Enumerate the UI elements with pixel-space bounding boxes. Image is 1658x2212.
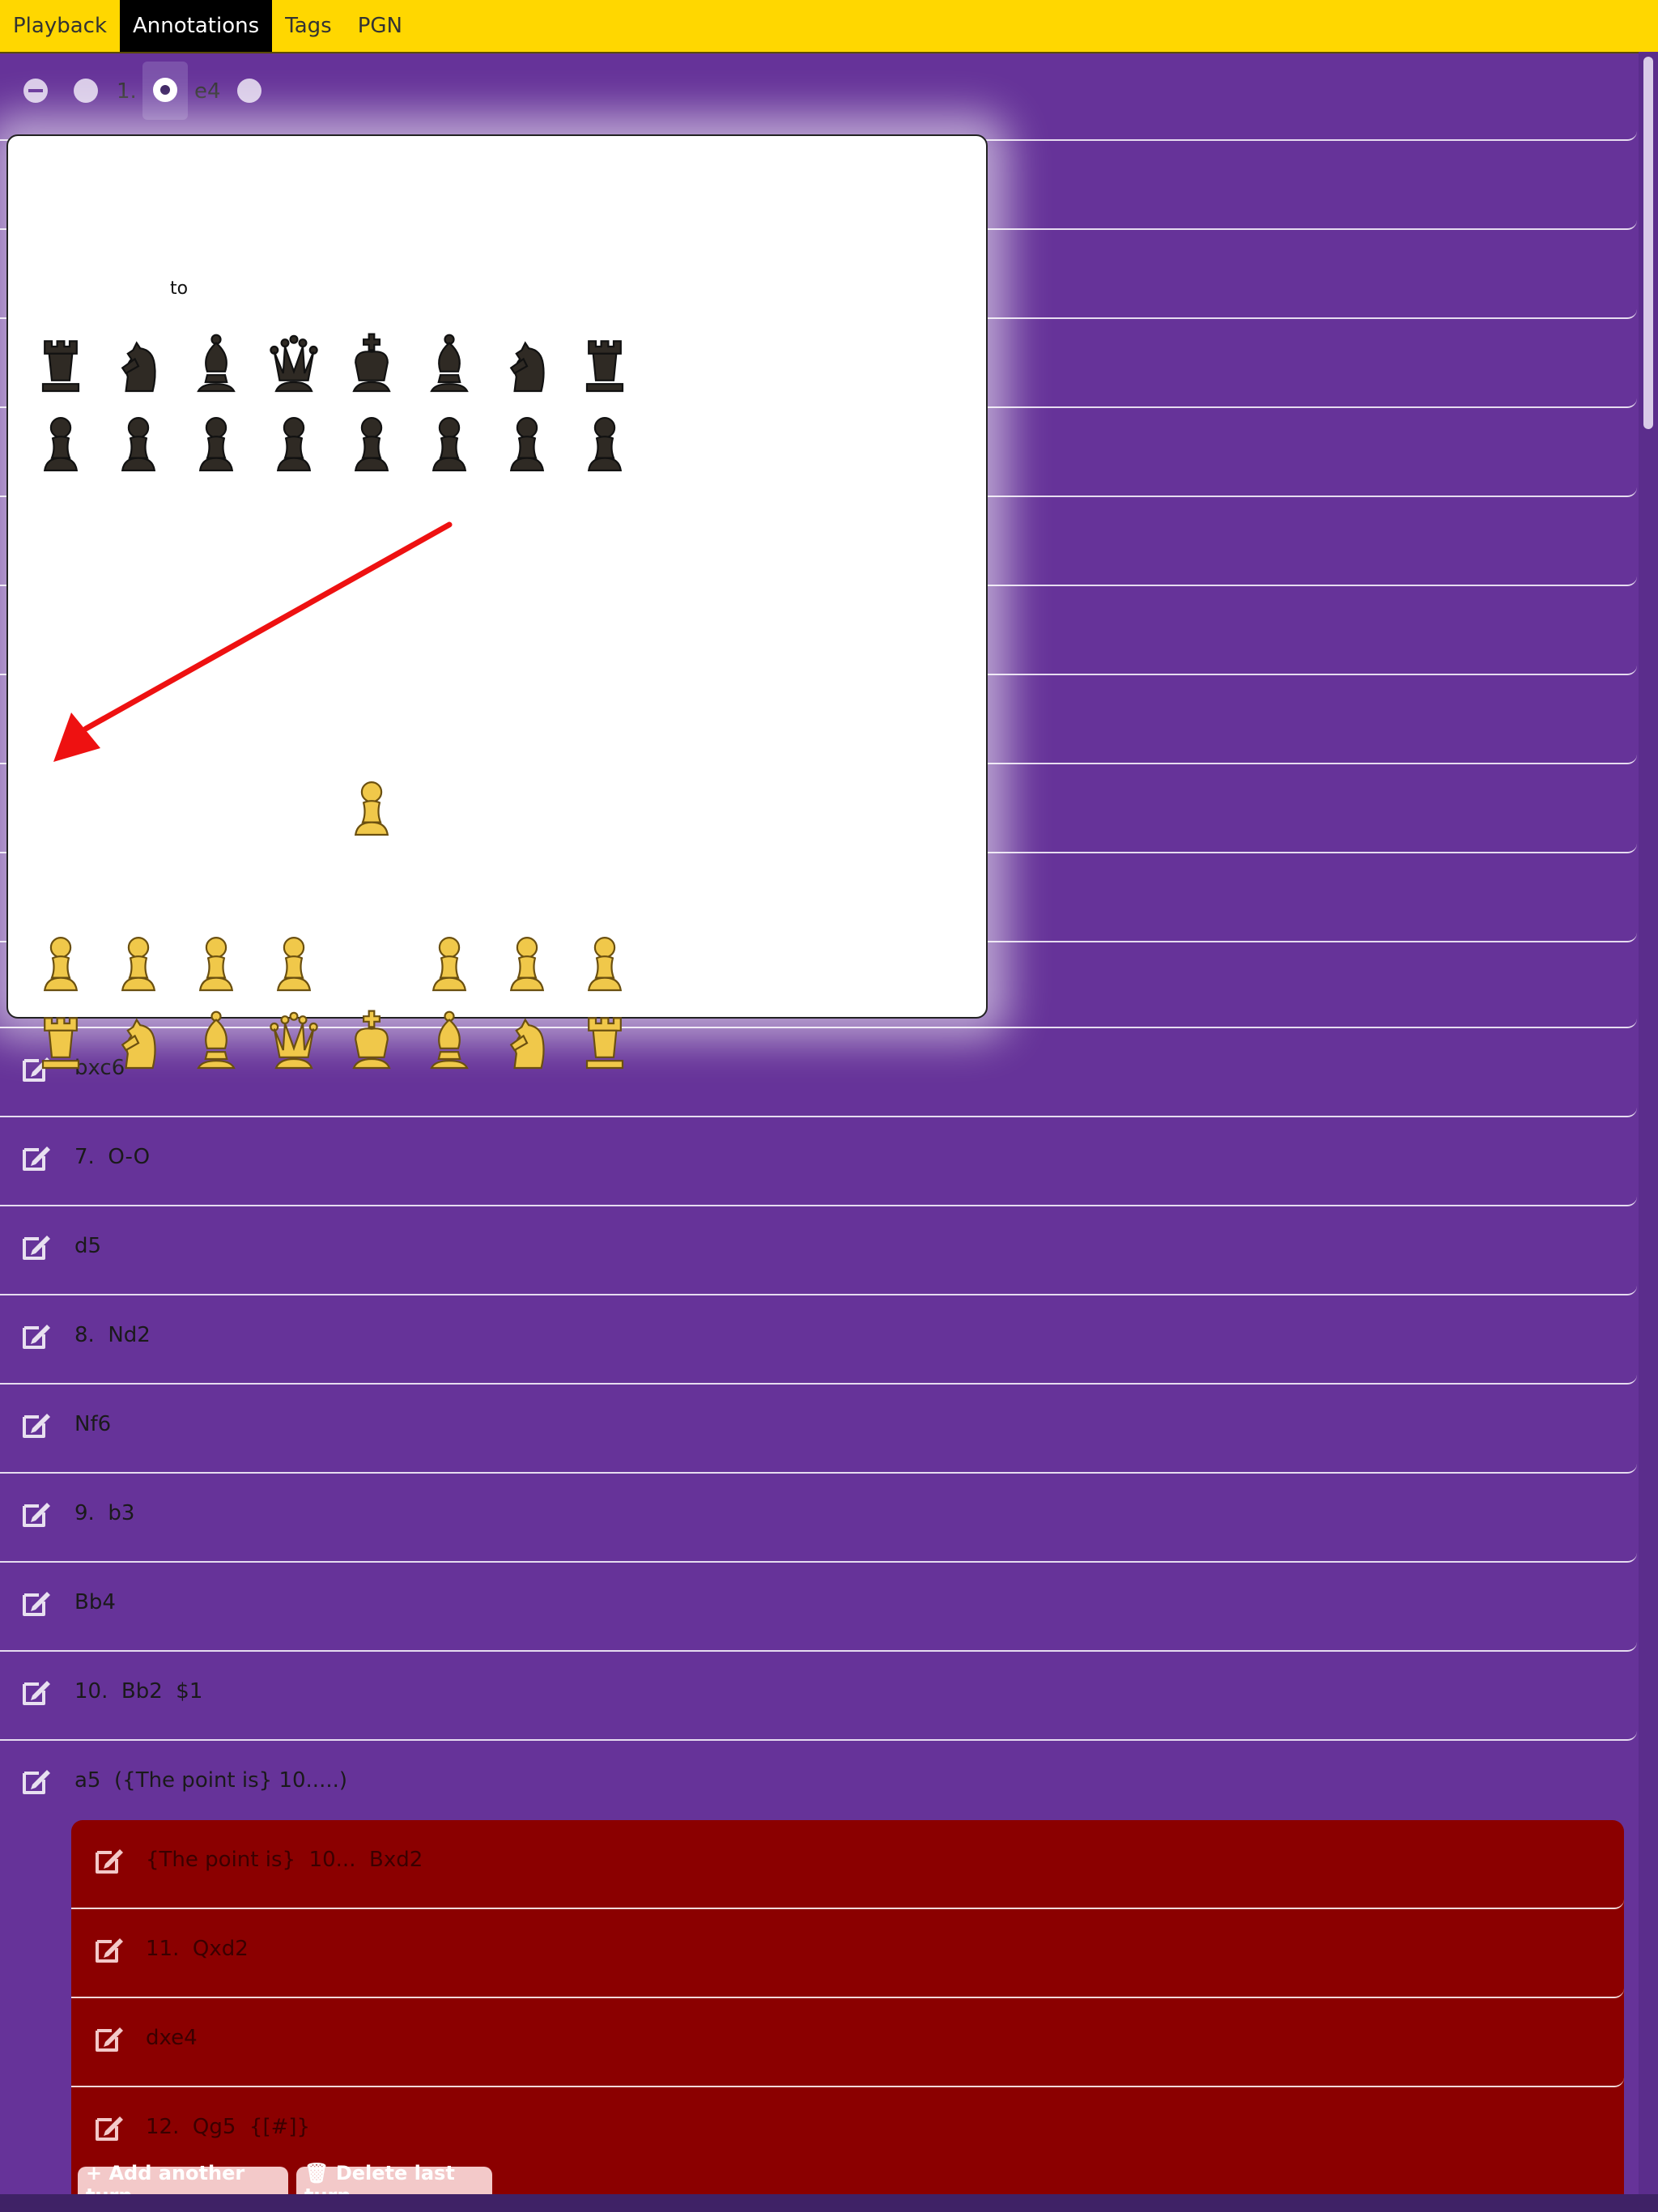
- move-text[interactable]: 10. Bb2 $1: [74, 1679, 203, 1704]
- white-bishop-icon: [189, 1009, 243, 1074]
- variation-row: 11. Qxd2: [71, 1909, 1624, 1998]
- move-row: Bb4: [0, 1563, 1637, 1652]
- scrollbar-thumb[interactable]: [1643, 57, 1653, 429]
- white-bishop-icon: [423, 1009, 476, 1074]
- move-row: 8. Nd2: [0, 1295, 1637, 1385]
- move-row: [0, 942, 1637, 1028]
- edit-icon[interactable]: [19, 1673, 55, 1708]
- board-preview-popup: to: [6, 134, 988, 1019]
- white-king-icon: [345, 1009, 398, 1074]
- white-pawn-icon: [578, 931, 631, 996]
- move-row: d5: [0, 1206, 1637, 1295]
- move-row: bxc6: [0, 1028, 1637, 1117]
- white-pawn-icon: [267, 931, 321, 996]
- edit-icon[interactable]: [19, 1227, 55, 1263]
- move-number: 1.: [117, 79, 137, 104]
- variation-move-text[interactable]: {The point is} 10... Bxd2: [146, 1848, 423, 1872]
- move-row: 7. O-O: [0, 1117, 1637, 1206]
- scrollbar[interactable]: [1639, 52, 1658, 2194]
- white-queen-icon: [267, 1009, 321, 1074]
- white-pawn-icon: [34, 931, 87, 996]
- move-row: 10. Bb2 $1: [0, 1652, 1637, 1741]
- radio-selected-icon[interactable]: [153, 78, 177, 102]
- tab-annotations[interactable]: Annotations: [120, 0, 273, 52]
- move-row: 9. b3: [0, 1474, 1637, 1563]
- variation-row: dxe4: [71, 1998, 1624, 2087]
- move-row-first: 1. e4: [0, 52, 1637, 141]
- edit-icon[interactable]: [92, 2108, 128, 2144]
- white-rook-icon: [578, 1009, 631, 1074]
- white-knight-icon: [500, 1009, 554, 1074]
- variation-row: {The point is} 10... Bxd2: [71, 1820, 1624, 1909]
- tab-pgn[interactable]: PGN: [357, 14, 402, 38]
- radio-before-icon[interactable]: [74, 79, 98, 103]
- move-text[interactable]: bxc6: [74, 1056, 125, 1080]
- remove-circle-icon[interactable]: [23, 79, 48, 103]
- white-knight-icon: [112, 1009, 165, 1074]
- edit-icon[interactable]: [19, 1317, 55, 1352]
- edit-icon[interactable]: [19, 1584, 55, 1619]
- bottom-bar: [0, 2194, 1658, 2212]
- move-row: a5 ({The point is} 10.....): [0, 1741, 1637, 2212]
- variation-move-text[interactable]: dxe4: [146, 2026, 198, 2050]
- move-text[interactable]: d5: [74, 1234, 102, 1258]
- edit-icon[interactable]: [92, 2019, 128, 2055]
- top-nav: Playback Annotations Tags PGN: [0, 0, 1658, 53]
- white-rook-icon: [34, 1009, 87, 1074]
- move-san[interactable]: e4: [194, 79, 221, 104]
- move-text[interactable]: a5 ({The point is} 10.....): [74, 1768, 348, 1793]
- white-pawn-icon: [423, 931, 476, 996]
- edit-icon[interactable]: [19, 1495, 55, 1530]
- tab-playback[interactable]: Playback: [13, 14, 108, 38]
- move-text[interactable]: 8. Nd2: [74, 1323, 151, 1347]
- white-pawn-icon: [500, 931, 554, 996]
- edit-icon[interactable]: [92, 1930, 128, 1966]
- variation-row: 12. Qg5 {[#]}: [71, 2087, 1624, 2176]
- tab-tags[interactable]: Tags: [285, 14, 332, 38]
- move-arrow: [53, 521, 453, 762]
- white-pawn-icon: [345, 776, 398, 840]
- move-text[interactable]: 9. b3: [74, 1501, 135, 1525]
- move-row: Nf6: [0, 1385, 1637, 1474]
- white-pawn-icon: [189, 931, 243, 996]
- edit-icon[interactable]: [19, 1406, 55, 1441]
- move-text[interactable]: Bb4: [74, 1590, 116, 1614]
- radio-after-icon[interactable]: [237, 79, 261, 103]
- edit-icon[interactable]: [19, 1138, 55, 1174]
- variation-move-text[interactable]: 12. Qg5 {[#]}: [146, 2115, 311, 2139]
- move-text[interactable]: 7. O-O: [74, 1145, 151, 1169]
- edit-icon[interactable]: [92, 1841, 128, 1877]
- variation-panel: {The point is} 10... Bxd2 11. Qxd2 dxe4 …: [71, 1820, 1624, 2212]
- edit-icon[interactable]: [19, 1762, 55, 1797]
- variation-move-text[interactable]: 11. Qxd2: [146, 1937, 249, 1961]
- popup-to-label: to: [170, 279, 189, 299]
- white-pawn-icon: [112, 931, 165, 996]
- move-text[interactable]: Nf6: [74, 1412, 112, 1436]
